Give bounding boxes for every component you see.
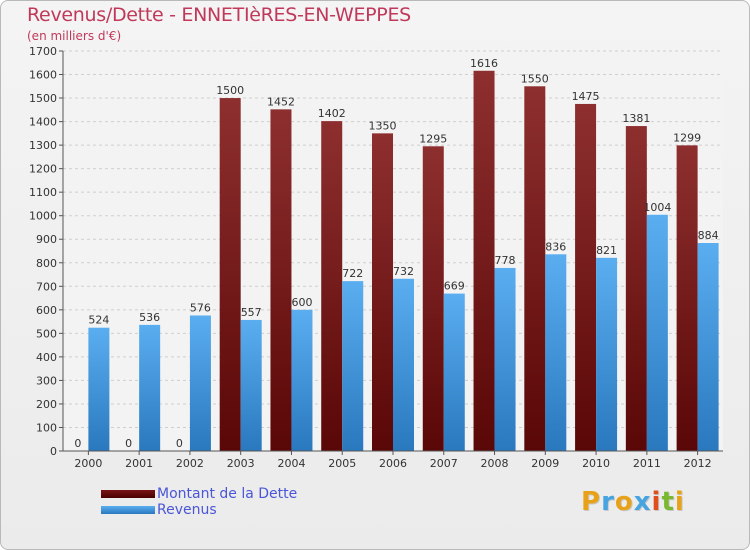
x-tick-label: 2000 [74, 457, 102, 470]
legend-label-debt: Montant de la Dette [157, 486, 298, 502]
x-tick-label: 2012 [684, 457, 712, 470]
bar-debt [321, 121, 343, 451]
y-tick-label: 1700 [29, 45, 57, 58]
data-label-debt: 1299 [673, 131, 701, 144]
data-label-debt: 1350 [369, 119, 397, 132]
data-label-revenus: 722 [342, 267, 363, 280]
logo-letter: t [661, 487, 675, 517]
x-tick-label: 2009 [531, 457, 559, 470]
y-tick-label: 700 [36, 280, 57, 293]
bar-revenus [342, 281, 364, 451]
legend: Montant de la Dette Revenus [101, 486, 297, 518]
legend-swatch-debt [101, 490, 155, 498]
logo-letter: o [614, 487, 634, 517]
data-label-debt: 1295 [419, 132, 447, 145]
proxiti-logo: Proxiti [581, 487, 685, 517]
y-tick-label: 1600 [29, 69, 57, 82]
data-label-revenus: 821 [596, 244, 617, 257]
logo-letter: i [674, 487, 685, 517]
bar-revenus [139, 324, 161, 451]
bar-debt [575, 103, 597, 452]
data-label-debt: 0 [74, 437, 81, 450]
bar-debt [524, 86, 546, 451]
logo-letter: P [581, 487, 602, 517]
bar-debt [625, 126, 647, 451]
y-tick-label: 200 [36, 398, 57, 411]
bar-revenus [697, 243, 719, 451]
y-tick-label: 1400 [29, 116, 57, 129]
data-label-debt: 1550 [521, 72, 549, 85]
x-tick-label: 2004 [277, 457, 305, 470]
legend-item-revenus: Revenus [101, 502, 297, 518]
y-tick-label: 400 [36, 351, 57, 364]
x-tick-label: 2010 [582, 457, 610, 470]
y-tick-label: 800 [36, 257, 57, 270]
y-tick-label: 1300 [29, 139, 57, 152]
bar-revenus [88, 327, 110, 451]
logo-letter: x [633, 487, 652, 517]
y-tick-label: 900 [36, 233, 57, 246]
y-tick-label: 600 [36, 304, 57, 317]
bar-revenus [545, 254, 567, 451]
bar-debt [422, 146, 444, 451]
bar-debt [219, 98, 241, 451]
logo-letter: r [601, 487, 615, 517]
x-tick-label: 2001 [125, 457, 153, 470]
data-label-debt: 1381 [622, 112, 650, 125]
data-label-revenus: 576 [190, 301, 211, 314]
data-label-debt: 1402 [318, 107, 346, 120]
chart-title: Revenus/Dette - ENNETIèRES-EN-WEPPES [27, 4, 411, 26]
x-tick-label: 2002 [176, 457, 204, 470]
bar-revenus [646, 214, 668, 451]
bar-revenus [596, 257, 618, 451]
data-label-revenus: 884 [698, 229, 719, 242]
legend-label-revenus: Revenus [157, 502, 217, 518]
bar-revenus [240, 319, 262, 451]
data-label-revenus: 524 [88, 314, 109, 327]
y-tick-label: 300 [36, 374, 57, 387]
bar-revenus [189, 315, 211, 451]
bar-debt [372, 133, 393, 451]
data-label-debt: 0 [176, 437, 183, 450]
data-label-revenus: 600 [291, 296, 312, 309]
data-label-debt: 1616 [470, 57, 498, 70]
y-tick-label: 100 [36, 421, 57, 434]
logo-letter: i [651, 487, 662, 517]
y-tick-label: 1000 [29, 210, 57, 223]
data-label-revenus: 536 [139, 311, 160, 324]
x-tick-label: 2007 [430, 457, 458, 470]
legend-swatch-revenus [101, 506, 155, 514]
data-label-debt: 1452 [267, 95, 295, 108]
x-tick-label: 2011 [633, 457, 661, 470]
data-label-revenus: 669 [444, 280, 465, 293]
bar-revenus [291, 309, 313, 451]
chart-subtitle: (en milliers d'€) [27, 29, 122, 43]
bar-revenus [443, 293, 465, 451]
bar-debt [473, 70, 495, 451]
bar-debt [270, 109, 292, 452]
data-label-revenus: 1004 [643, 201, 671, 214]
data-label-debt: 0 [125, 437, 132, 450]
x-tick-label: 2003 [227, 457, 255, 470]
y-tick-label: 1500 [29, 92, 57, 105]
x-tick-label: 2005 [328, 457, 356, 470]
data-label-debt: 1500 [216, 84, 244, 97]
data-label-revenus: 557 [241, 306, 262, 319]
data-label-revenus: 732 [393, 265, 414, 278]
x-tick-label: 2006 [379, 457, 407, 470]
y-tick-label: 0 [50, 445, 57, 458]
y-tick-label: 1200 [29, 163, 57, 176]
data-label-revenus: 778 [495, 254, 516, 267]
legend-item-debt: Montant de la Dette [101, 486, 297, 502]
x-tick-label: 2008 [481, 457, 509, 470]
bar-revenus [494, 267, 516, 451]
bar-revenus [393, 278, 414, 451]
data-label-debt: 1475 [572, 90, 600, 103]
data-label-revenus: 836 [545, 240, 566, 253]
bar-debt [676, 145, 698, 451]
y-tick-label: 500 [36, 327, 57, 340]
y-tick-label: 1100 [29, 186, 57, 199]
